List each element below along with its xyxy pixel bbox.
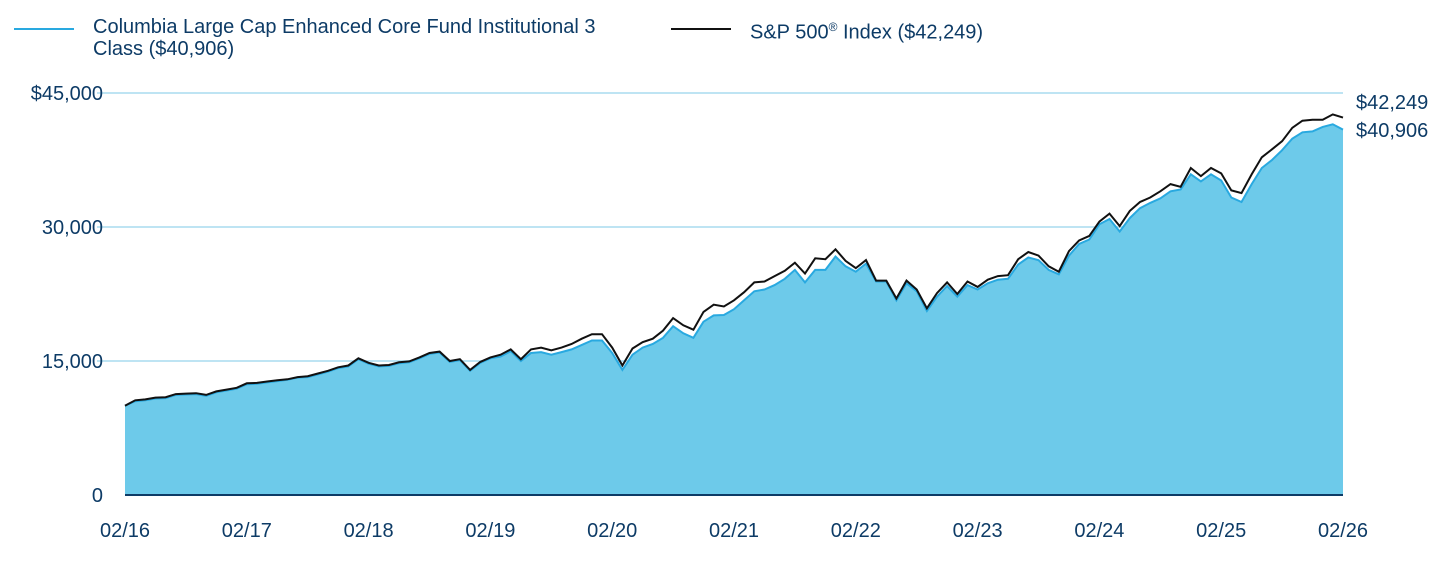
x-tick-label: 02/19 xyxy=(465,520,515,542)
legend-label-index-sup: ® xyxy=(828,20,838,34)
end-label-fund: $40,906 xyxy=(1356,120,1428,142)
x-tick-label: 02/21 xyxy=(709,520,759,542)
y-tick-label: 0 xyxy=(92,485,103,507)
legend-label-fund: Columbia Large Cap Enhanced Core Fund In… xyxy=(93,16,596,60)
x-tick-label: 02/22 xyxy=(831,520,881,542)
legend-label-fund-line1: Columbia Large Cap Enhanced Core Fund In… xyxy=(93,16,596,38)
legend-swatch-index xyxy=(671,28,731,30)
legend-label-index-pre: S&P 500 xyxy=(750,21,829,44)
area-layer xyxy=(124,113,1344,496)
label-layer: 0 15,000 30,000 $45,000 02/16 02/17 02/18 02/19… xyxy=(31,83,1429,542)
legend-label-index: S&P 500® Index ($42,249) xyxy=(750,16,983,44)
legend: Columbia Large Cap Enhanced Core Fund In… xyxy=(14,16,1114,68)
x-tick-label: 02/18 xyxy=(344,520,394,542)
y-tick-label: 15,000 xyxy=(42,351,103,373)
end-label-index: $42,249 xyxy=(1356,92,1428,114)
x-tick-label: 02/24 xyxy=(1074,520,1124,542)
x-tick-label: 02/25 xyxy=(1196,520,1246,542)
legend-label-index-post: Index ($42,249) xyxy=(837,21,984,44)
x-tick-label: 02/16 xyxy=(100,520,150,542)
y-tick-label: 30,000 xyxy=(42,217,103,239)
legend-swatch-fund xyxy=(14,28,74,30)
x-tick-label: 02/23 xyxy=(953,520,1003,542)
x-tick-label: 02/20 xyxy=(587,520,637,542)
legend-label-fund-line2: Class ($40,906) xyxy=(93,38,235,60)
legend-item-index: S&P 500® Index ($42,249) xyxy=(671,16,983,44)
x-tick-label: 02/26 xyxy=(1318,520,1368,542)
y-tick-label: $45,000 xyxy=(31,83,103,105)
legend-item-fund: Columbia Large Cap Enhanced Core Fund In… xyxy=(14,16,596,60)
index-line xyxy=(124,113,1344,407)
x-tick-label: 02/17 xyxy=(222,520,272,542)
